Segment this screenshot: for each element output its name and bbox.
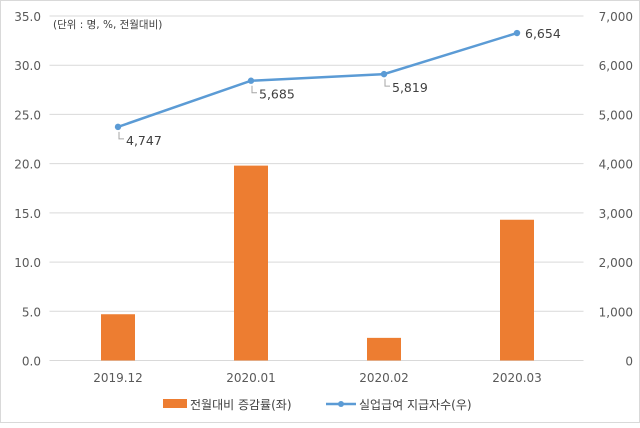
left-tick-label: 30.0 [14, 59, 41, 73]
data-label-leader [384, 79, 390, 87]
right-tick-label: 3,000 [599, 207, 633, 221]
x-tick-label: 2020.01 [226, 371, 276, 385]
right-tick-label: 4,000 [599, 158, 633, 172]
legend-marker-line [338, 401, 344, 407]
right-tick-label: 7,000 [599, 10, 633, 24]
line-point-2020.03 [513, 29, 521, 37]
right-tick-label: 5,000 [599, 108, 633, 122]
bar-2020.01 [234, 165, 268, 361]
left-tick-label: 15.0 [14, 207, 41, 221]
bar-2020.03 [500, 219, 534, 361]
right-tick-label: 0 [625, 355, 633, 369]
right-tick-label: 6,000 [599, 59, 633, 73]
legend-label-bar: 전월대비 증감률(좌) [190, 398, 292, 412]
right-tick-label: 1,000 [599, 305, 633, 319]
bar-2020.02 [367, 337, 401, 361]
left-tick-label: 10.0 [14, 256, 41, 270]
data-label-leader [251, 85, 257, 94]
left-tick-label: 20.0 [14, 158, 41, 172]
left-tick-label: 35.0 [14, 10, 41, 24]
left-tick-label: 5.0 [22, 305, 41, 319]
left-tick-label: 0.0 [22, 355, 41, 369]
data-label: 5,685 [259, 87, 295, 102]
legend-swatch-bar [163, 399, 187, 408]
unit-note: (단위 : 명, %, 전월대비) [53, 18, 162, 31]
data-label: 6,654 [525, 26, 561, 41]
line-point-2020.02 [380, 70, 388, 78]
line-point-2019.12 [114, 123, 122, 131]
data-label: 4,747 [126, 133, 162, 148]
x-tick-label: 2020.02 [359, 371, 409, 385]
x-tick-label: 2020.03 [492, 371, 542, 385]
legend-label-line: 실업급여 지급자수(우) [359, 398, 472, 412]
right-tick-label: 2,000 [599, 256, 633, 270]
bar-2019.12 [101, 314, 135, 361]
left-tick-label: 25.0 [14, 108, 41, 122]
line-point-2020.01 [247, 77, 255, 84]
data-label-leader [118, 131, 124, 140]
line-series [117, 31, 518, 129]
data-label: 5,819 [392, 80, 428, 95]
x-tick-label: 2019.12 [93, 371, 143, 385]
